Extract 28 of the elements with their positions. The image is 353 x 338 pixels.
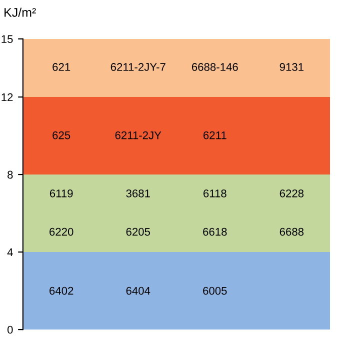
annotation: 6688 — [280, 228, 304, 236]
annotation: 6688-146 — [192, 63, 238, 71]
annotation: 9131 — [280, 63, 304, 71]
annotation: 6618 — [203, 228, 227, 236]
annotation: 6119 — [50, 190, 73, 198]
annotation: 6402 — [50, 286, 74, 295]
annotation: 621 — [52, 63, 70, 71]
y-tick-label: 0 — [7, 326, 13, 334]
bar — [22, 38, 330, 98]
annotation: 6211-2JY — [115, 131, 162, 140]
annotation: 3681 — [126, 190, 150, 198]
annotation: 6211 — [204, 131, 226, 140]
bar — [22, 252, 330, 330]
annotation: 6205 — [126, 228, 150, 236]
y-tick-label: 15 — [2, 35, 13, 44]
bar — [22, 97, 330, 175]
annotation: 6005 — [203, 286, 227, 295]
y-tick-label: 12 — [2, 93, 13, 102]
bar — [22, 174, 330, 252]
annotation: 6228 — [280, 190, 304, 198]
annotation: 6220 — [50, 228, 74, 236]
y-tick-label: 8 — [8, 170, 13, 179]
y-axis-title: KJ/m² — [4, 8, 36, 17]
annotation: 6118 — [204, 190, 226, 198]
annotation: 6211-2JY-7 — [110, 63, 166, 71]
annotation: 6404 — [126, 286, 150, 295]
annotation: 625 — [52, 131, 70, 140]
y-tick-label: 4 — [7, 248, 13, 256]
